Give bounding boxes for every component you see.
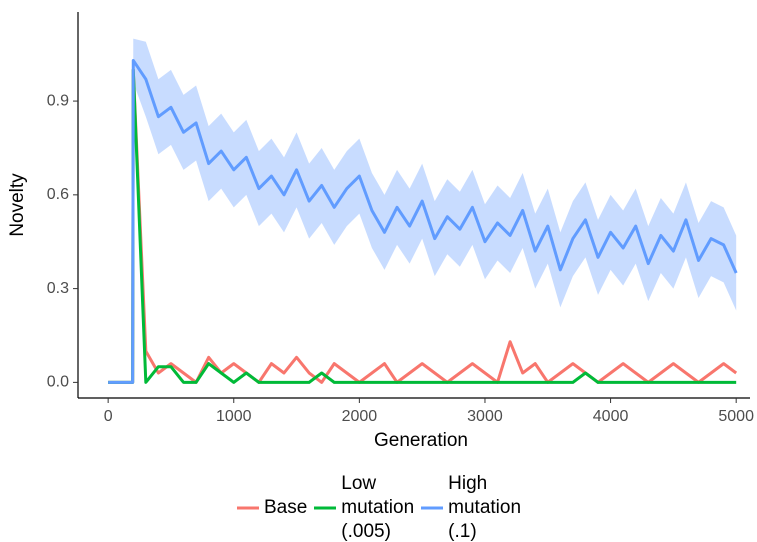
- series-line: [108, 58, 738, 384]
- legend-label: High mutation (.1): [448, 473, 522, 542]
- legend-item: High mutation (.1): [420, 472, 521, 542]
- chart: Generation Novelty 0.0 0.3 0.6 0.9 0 1000 2000…: [7, 12, 754, 451]
- y-tick-label: 0.6: [47, 186, 69, 203]
- legend-item: Base: [236, 496, 307, 520]
- y-axis-title: Novelty: [7, 173, 28, 237]
- legend-label: Base: [263, 497, 308, 518]
- x-tick-label: 3000: [467, 408, 503, 425]
- series-line: [108, 68, 738, 384]
- y-tick-label: 0.3: [47, 280, 69, 297]
- legend-key: [314, 506, 337, 510]
- x-tick-label: 2000: [342, 408, 378, 425]
- legend-item: Low mutation (.005): [313, 472, 414, 542]
- y-tick-label: 0.9: [47, 92, 69, 109]
- x-tick-label: 5000: [718, 408, 754, 425]
- legend: Base Low mutation (.005) High mutation (.1…: [0, 472, 757, 542]
- legend-label: Low mutation (.005): [341, 473, 415, 542]
- x-tick-label: 4000: [593, 408, 629, 425]
- series-line: [108, 68, 737, 384]
- x-tick-label: 0: [104, 408, 113, 425]
- y-tick-label: 0.0: [47, 374, 69, 391]
- legend-key: [421, 506, 444, 510]
- legend-key: [236, 506, 259, 510]
- x-tick-label: 1000: [216, 408, 252, 425]
- x-axis-title: Generation: [374, 430, 468, 451]
- ribbon: [108, 38, 737, 383]
